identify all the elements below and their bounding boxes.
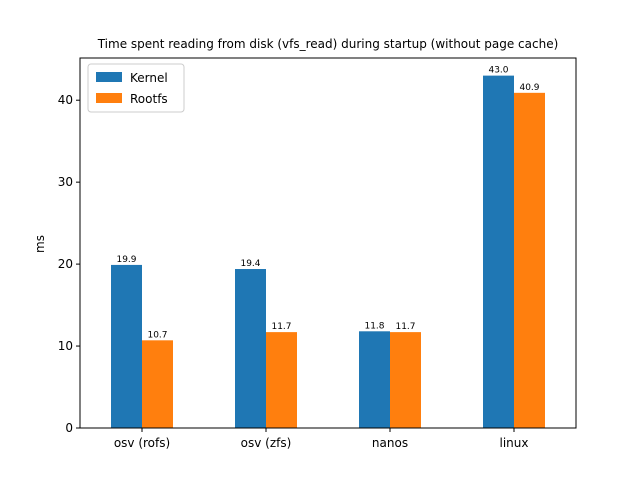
chart-title: Time spent reading from disk (vfs_read) … [97, 37, 559, 51]
bar-kernel-3 [483, 75, 514, 428]
bar-kernel-2 [359, 331, 390, 428]
x-tick-label-2: nanos [372, 436, 408, 450]
axes: 0 10 20 30 40 osv (rofs) osv (zfs) nanos linux [58, 57, 577, 450]
y-tick-label-1: 10 [58, 339, 73, 353]
legend-label-rootfs: Rootfs [130, 92, 168, 106]
bar-kernel-0 [111, 264, 142, 428]
bar-rootfs-1 [266, 332, 297, 428]
data-label-rootfs-0: 10.7 [147, 330, 167, 340]
x-tick-label-1: osv (zfs) [241, 436, 292, 450]
data-label-kernel-2: 11.8 [364, 321, 384, 331]
plot-frame [79, 57, 577, 429]
legend-swatch-kernel [96, 72, 122, 82]
legend: Kernel Rootfs [87, 63, 185, 113]
data-label-kernel-1: 19.4 [240, 259, 260, 269]
data-label-rootfs-1: 11.7 [271, 322, 291, 332]
legend-swatch-rootfs [96, 93, 122, 103]
plot-area: 19.9 19.4 11.8 43.0 10.7 11.7 11.7 40.9 [111, 66, 545, 429]
bar-kernel-1 [235, 269, 266, 428]
y-tick-label-2: 20 [58, 257, 73, 271]
legend-label-kernel: Kernel [130, 71, 168, 85]
data-label-rootfs-3: 40.9 [519, 83, 539, 93]
y-tick-label-3: 30 [58, 175, 73, 189]
bar-rootfs-2 [390, 332, 421, 428]
bar-rootfs-0 [142, 340, 173, 428]
x-tick-label-3: linux [500, 436, 529, 450]
data-label-kernel-0: 19.9 [116, 255, 136, 265]
y-axis-label: ms [33, 235, 47, 253]
y-tick-label-0: 0 [65, 421, 73, 435]
data-label-kernel-3: 43.0 [488, 66, 508, 76]
x-tick-label-0: osv (rofs) [114, 436, 170, 450]
y-tick-label-4: 40 [58, 93, 73, 107]
data-label-rootfs-2: 11.7 [395, 322, 415, 332]
bar-rootfs-3 [514, 92, 545, 429]
